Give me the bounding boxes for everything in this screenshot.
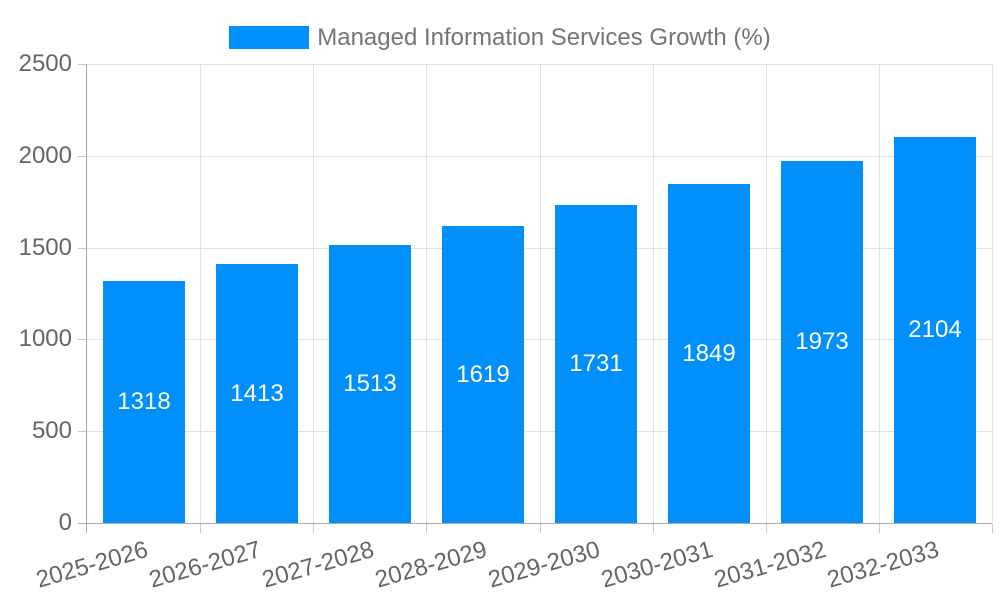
x-tick [313,524,314,533]
y-tick [78,431,87,432]
v-gridline [200,64,201,523]
bar[interactable]: 1731 [555,205,637,523]
y-tick-label: 2500 [18,50,72,77]
bar[interactable]: 1973 [781,161,863,523]
legend-swatch [229,26,310,49]
x-tick-label: 2027-2028 [259,536,378,594]
y-tick [78,248,87,249]
y-tick-label: 2000 [18,142,72,169]
x-axis-line [78,523,992,524]
bar[interactable]: 1318 [103,281,185,523]
x-tick [200,524,201,533]
x-tick-label: 2026-2027 [146,536,265,594]
x-tick-label: 2032-2033 [824,536,943,594]
v-gridline [992,64,993,523]
x-tick-label: 2028-2029 [372,536,491,594]
h-gridline [87,248,992,249]
legend-label: Managed Information Services Growth (%) [317,24,771,51]
x-tick [540,524,541,533]
bar[interactable]: 1413 [216,264,298,523]
y-tick [78,64,87,65]
bar[interactable]: 1849 [668,184,750,523]
x-tick-label: 2030-2031 [598,536,717,594]
h-gridline [87,64,992,65]
bar-value-label: 1513 [343,370,397,397]
h-gridline [87,431,992,432]
y-tick [78,339,87,340]
bar-value-label: 2104 [908,316,962,343]
v-gridline [313,64,314,523]
bar-value-label: 1619 [456,360,510,388]
x-tick [766,524,767,533]
x-tick [879,524,880,533]
x-tick-label: 2029-2030 [485,536,604,594]
bar-value-label: 1318 [117,388,171,415]
bar[interactable]: 1619 [442,226,524,523]
x-tick-label: 2025-2026 [33,536,152,594]
y-tick-label: 1000 [18,325,72,352]
y-tick [78,156,87,157]
v-gridline [766,64,767,523]
v-gridline [426,64,427,523]
x-tick [992,524,993,533]
bar[interactable]: 1513 [329,245,411,523]
y-tick-label: 0 [58,509,72,536]
bar-value-label: 1849 [682,339,736,367]
bar-value-label: 1413 [230,379,284,407]
v-gridline [879,64,880,523]
bar[interactable]: 2104 [894,137,976,523]
v-gridline [540,64,541,523]
x-tick-label: 2031-2032 [711,536,830,594]
h-gridline [87,339,992,340]
y-axis-line [86,64,87,533]
v-gridline [653,64,654,523]
y-tick-label: 1500 [18,234,72,261]
y-tick-label: 500 [31,417,72,444]
legend-item[interactable]: Managed Information Services Growth (%) [0,24,1000,51]
h-gridline [87,156,992,157]
bar-value-label: 1731 [569,350,623,377]
bar-value-label: 1973 [795,328,849,355]
x-tick [653,524,654,533]
x-tick [426,524,427,533]
